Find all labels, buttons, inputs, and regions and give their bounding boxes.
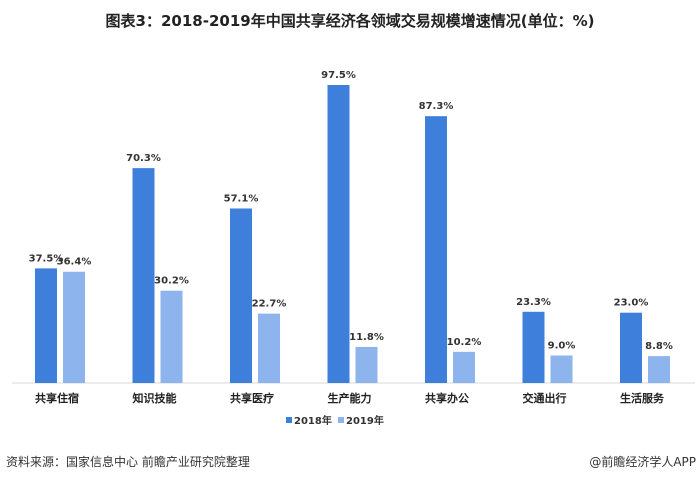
bar-2019年-知识技能 <box>160 290 183 383</box>
data-label: 70.3% <box>126 153 161 164</box>
bar-2018年-生活服务 <box>620 312 642 383</box>
bar-2019年-共享住宿 <box>63 271 85 383</box>
data-label: 23.0% <box>614 298 649 309</box>
x-tick-label: 共享办公 <box>425 391 469 405</box>
bar-2018年-共享住宿 <box>35 268 57 383</box>
bar-2019年-生活服务 <box>648 356 670 383</box>
bar-2019年-交通出行 <box>550 355 573 383</box>
data-label: 36.4% <box>57 257 92 268</box>
credit: @前瞻经济学人APP <box>589 455 696 469</box>
legend-label: 2019年 <box>346 414 384 427</box>
data-label: 22.7% <box>252 299 287 310</box>
bar-2018年-生产能力 <box>327 85 350 383</box>
data-label: 57.1% <box>224 193 259 204</box>
x-tick-label: 共享医疗 <box>230 391 274 405</box>
data-label: 87.3% <box>419 101 454 112</box>
x-tick-label: 生活服务 <box>620 391 665 405</box>
data-label: 97.5% <box>321 70 356 81</box>
bar-2019年-共享医疗 <box>258 313 280 383</box>
legend-swatch-2018年 <box>286 417 292 423</box>
bar-2018年-知识技能 <box>132 168 155 383</box>
legend-label: 2018年 <box>294 414 332 427</box>
data-label: 30.2% <box>154 276 189 287</box>
bar-2019年-生产能力 <box>355 346 378 383</box>
chart-title: 图表3：2018-2019年中国共享经济各领域交易规模增速情况(单位：%) <box>105 12 595 30</box>
x-tick-label: 交通出行 <box>523 391 567 405</box>
bar-2018年-共享办公 <box>425 116 447 383</box>
bar-2018年-交通出行 <box>522 311 545 383</box>
data-label: 23.3% <box>516 297 551 308</box>
bar-2019年-共享办公 <box>453 351 475 383</box>
bar-2018年-共享医疗 <box>230 208 252 383</box>
legend-swatch-2019年 <box>338 417 344 423</box>
data-label: 9.0% <box>548 340 576 351</box>
x-tick-label: 生产能力 <box>328 391 372 405</box>
data-label: 37.5% <box>29 253 64 264</box>
data-label: 11.8% <box>349 332 384 343</box>
data-label: 10.2% <box>447 337 482 348</box>
data-label: 8.8% <box>645 341 673 352</box>
x-tick-label: 知识技能 <box>132 391 177 405</box>
x-tick-label: 共享住宿 <box>35 391 79 405</box>
source-note: 资料来源：国家信息中心 前瞻产业研究院整理 <box>6 455 250 469</box>
